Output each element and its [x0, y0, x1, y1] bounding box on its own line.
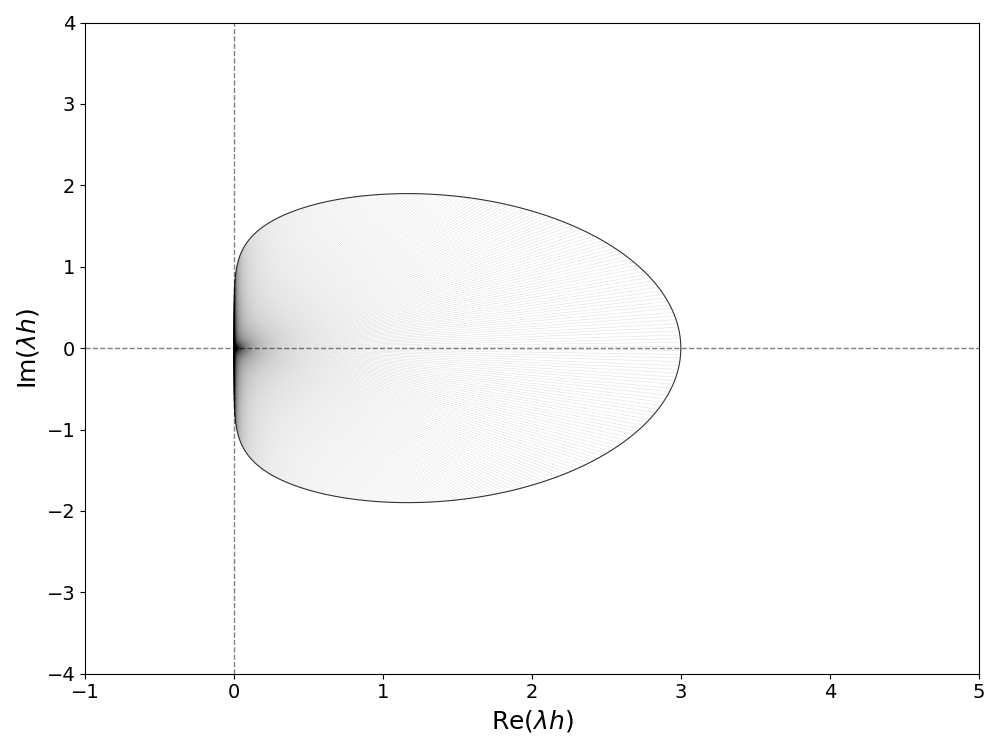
- X-axis label: Re($\lambda h$): Re($\lambda h$): [491, 708, 573, 734]
- Y-axis label: Im($\lambda h$): Im($\lambda h$): [15, 308, 41, 389]
